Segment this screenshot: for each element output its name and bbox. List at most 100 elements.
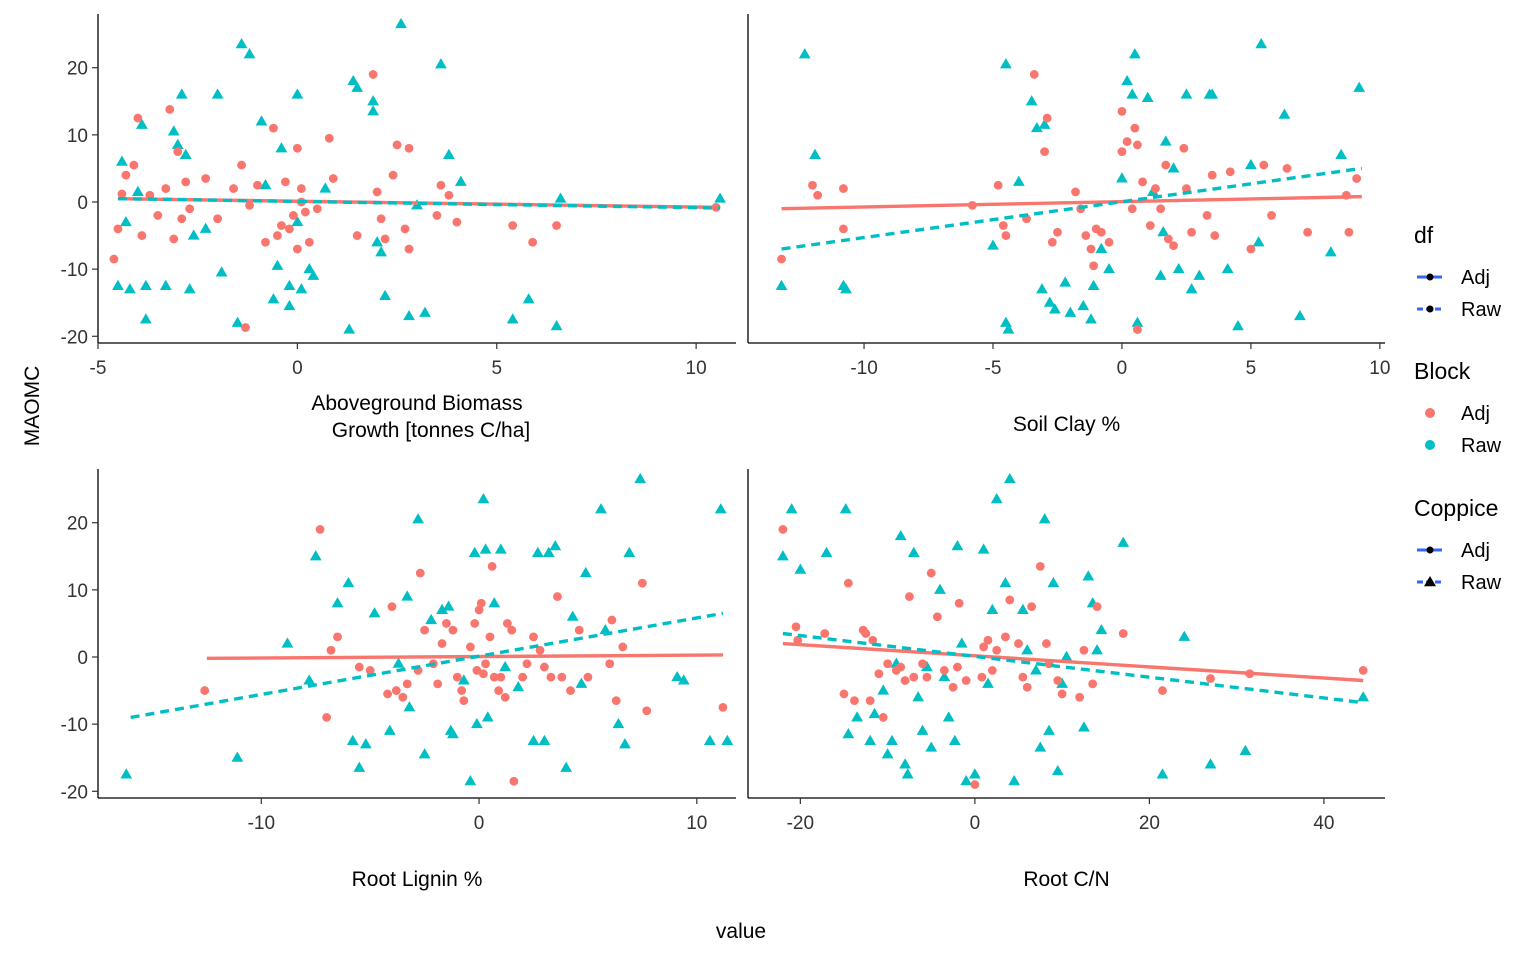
adj-point	[273, 231, 282, 240]
adj-point	[392, 140, 402, 150]
raw-point	[775, 279, 788, 290]
adj-point	[1104, 237, 1114, 247]
raw-point	[948, 734, 961, 745]
y-tick-label: -20	[61, 782, 88, 803]
adj-point	[1042, 113, 1052, 123]
adj-point	[500, 692, 510, 702]
raw-point	[1206, 88, 1219, 99]
raw-point	[379, 289, 391, 301]
raw-point	[1278, 108, 1291, 119]
raw-point	[211, 88, 224, 99]
adj-point	[791, 622, 801, 632]
legend-title: df	[1414, 222, 1434, 248]
raw-point	[881, 748, 894, 759]
adj-point	[566, 686, 575, 695]
adj-point	[474, 605, 484, 615]
adj-point	[637, 578, 647, 588]
raw-point	[359, 738, 372, 749]
raw-point	[131, 185, 144, 196]
adj-point	[129, 160, 139, 170]
raw-point	[512, 681, 525, 692]
adj-point	[1027, 602, 1036, 612]
raw-point	[595, 503, 607, 514]
raw-point	[634, 472, 647, 484]
adj-point	[277, 221, 286, 230]
adj-point	[546, 672, 556, 682]
raw-point	[1121, 74, 1133, 86]
raw-point	[960, 775, 973, 786]
x-axis-title: value	[716, 920, 766, 943]
adj-point	[457, 686, 467, 695]
adj-point	[528, 237, 538, 247]
raw-point	[916, 724, 929, 735]
adj-point	[557, 672, 567, 682]
adj-point	[328, 174, 338, 183]
raw-point	[403, 701, 416, 712]
y-tick-label: -20	[61, 327, 88, 348]
raw-point	[549, 540, 562, 551]
raw-point	[183, 283, 196, 294]
panels-layer: -20 -10 0 10 20 -5 0 5 10 Aboveground Biomass Grow…	[61, 14, 1390, 891]
x-tick-label: 20	[1139, 813, 1160, 834]
raw-point	[447, 728, 459, 739]
raw-point	[1059, 276, 1072, 287]
raw-point	[1185, 283, 1198, 294]
raw-point	[347, 74, 360, 86]
adj-point	[372, 187, 382, 197]
adj-point	[642, 706, 652, 716]
panel-label-line: Root C/N	[1023, 868, 1109, 891]
adj-point	[1029, 70, 1039, 79]
adj-point	[900, 676, 910, 685]
raw-point	[267, 293, 280, 304]
raw-point	[120, 768, 133, 779]
adj-point	[1057, 689, 1067, 699]
raw-point	[255, 115, 268, 126]
raw-point	[990, 493, 1003, 504]
adj-point	[387, 602, 397, 612]
raw-point	[442, 600, 455, 611]
adj-point	[1035, 561, 1045, 571]
adj-point	[181, 177, 191, 187]
raw-point	[283, 299, 296, 311]
adj-point	[1130, 123, 1140, 133]
raw-point	[1193, 269, 1206, 280]
adj-point	[470, 619, 480, 628]
adj-point	[1151, 184, 1160, 193]
adj-point	[169, 234, 179, 244]
adj-point	[583, 672, 593, 682]
raw-point	[1038, 118, 1051, 129]
raw-point	[934, 583, 946, 594]
raw-point	[1172, 262, 1185, 274]
adj-point	[292, 143, 302, 153]
adj-point	[777, 254, 786, 264]
raw-point	[1335, 148, 1348, 160]
adj-point	[939, 666, 949, 675]
adj-point	[1096, 227, 1106, 237]
adj-point	[448, 625, 458, 635]
raw-point	[159, 279, 172, 290]
adj-point	[813, 190, 823, 200]
raw-point	[1087, 279, 1100, 290]
raw-point	[798, 48, 811, 59]
adj-point	[400, 224, 410, 234]
panel-label: Soil Clay %	[1013, 413, 1120, 436]
adj-point	[1344, 227, 1354, 237]
raw-point	[522, 293, 535, 304]
adj-point	[1122, 137, 1132, 146]
adj-point	[432, 211, 442, 220]
adj-point	[229, 184, 238, 193]
raw-point	[1085, 313, 1097, 324]
adj-point	[954, 598, 964, 608]
x-tick-label: 40	[1313, 813, 1334, 834]
raw-point	[167, 125, 180, 136]
raw-point	[403, 309, 415, 321]
raw-point	[112, 279, 124, 290]
raw-point	[714, 192, 726, 203]
adj-point	[1156, 204, 1166, 214]
raw-point	[1030, 121, 1043, 133]
raw-point	[868, 707, 881, 719]
adj-point	[322, 713, 332, 722]
raw-point	[886, 734, 898, 745]
adj-point	[502, 619, 512, 628]
raw-point	[499, 660, 512, 672]
